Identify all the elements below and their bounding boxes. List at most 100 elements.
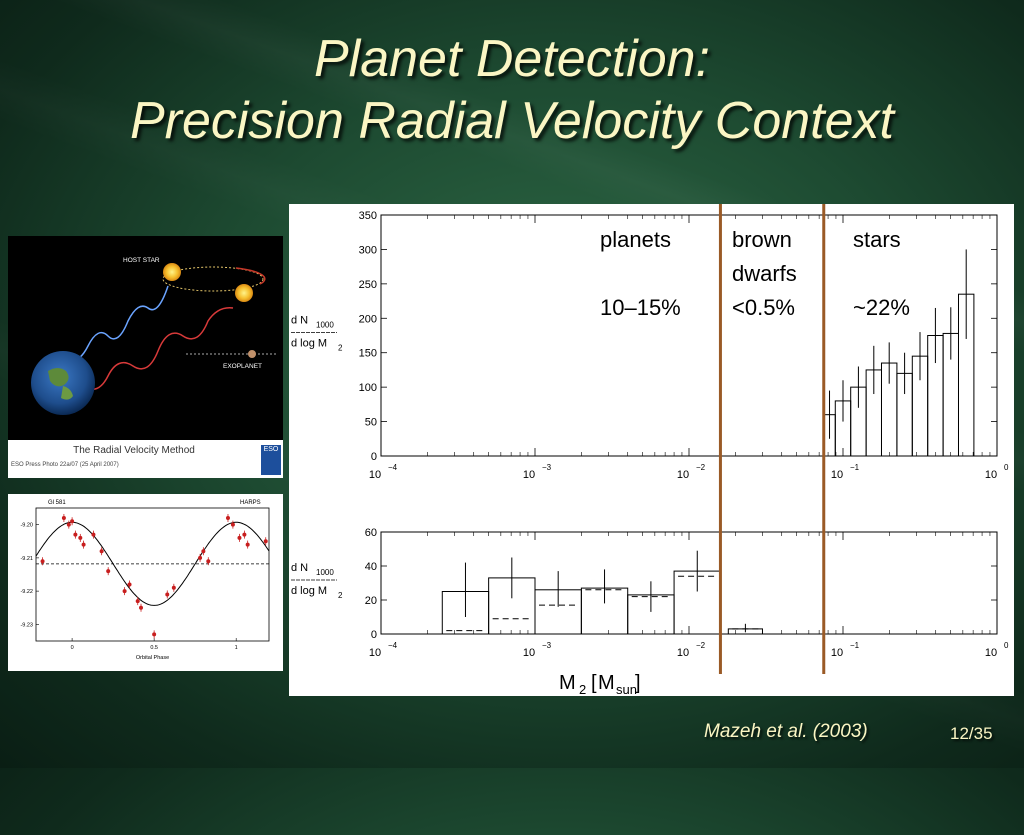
- radial-velocity-method-image: HOST STAR EXOPLANET The Radial Velocity …: [8, 236, 283, 478]
- rv-caption-title: The Radial Velocity Method: [73, 445, 195, 456]
- phase-title-left: Gl 581: [48, 500, 66, 506]
- star-orbit: [162, 266, 264, 292]
- bottom-x-tick-exponent: 0: [1004, 641, 1009, 650]
- citation: Mazeh et al. (2003): [704, 721, 868, 742]
- eso-logo: ESO: [261, 445, 281, 475]
- phase-y-tick-label: -9.23: [20, 622, 33, 628]
- phase-data-point: [201, 549, 206, 554]
- phase-data-point: [245, 542, 250, 547]
- slide-title-line-1: Planet Detection:: [313, 30, 711, 88]
- top-x-tick-label: 10: [523, 469, 535, 481]
- phase-data-point: [127, 582, 132, 587]
- bottom-x-tick-exponent: −2: [696, 641, 706, 650]
- orbital-phase-chart: Gl 581 HARPS -9.20 -9.21 -9.22 -9.23 0 0.5 1 Orbi…: [20, 500, 270, 661]
- phase-data-point: [237, 535, 242, 540]
- slide-title: Planet Detection: Precision Radial Veloc…: [0, 28, 1024, 152]
- region-label-stars: stars: [853, 227, 901, 252]
- x-axis-label-unit-sub: sun: [616, 682, 637, 696]
- top-x-tick-label: 10: [985, 469, 997, 481]
- phase-data-point: [70, 519, 75, 524]
- phase-y-tick-label: -9.22: [20, 589, 33, 595]
- orbit-arrow-icon: [235, 267, 266, 285]
- bottom-x-tick-exponent: −1: [850, 641, 860, 650]
- earth-land: [48, 368, 69, 387]
- top-y-tick-label: 300: [359, 244, 377, 256]
- top-x-tick-label: 10: [369, 469, 381, 481]
- phase-data-point: [122, 589, 127, 594]
- exoplanet-icon: [248, 350, 256, 358]
- top-x-tick-exponent: −4: [388, 463, 398, 472]
- top-y-tick-label: 200: [359, 313, 377, 325]
- phase-x-tick-label: 0.5: [150, 645, 158, 651]
- phase-data-point: [242, 532, 247, 537]
- bottom-x-tick-label: 10: [523, 647, 535, 659]
- region-label-planets: planets: [600, 227, 671, 252]
- bottom-ylabel-num: d N: [291, 562, 308, 574]
- bottom-plot-frame: [380, 531, 998, 635]
- bottom-x-tick-label: 10: [831, 647, 843, 659]
- phase-data-point: [61, 515, 66, 520]
- bottom-ylabel-num-sub: 1000: [316, 568, 334, 577]
- mass-distribution-chart: 05010015020025030035010−410−310−210−1100…: [291, 204, 1009, 696]
- rv-caption-bar: The Radial Velocity Method ESO Press Pho…: [8, 440, 283, 478]
- phase-data-point: [139, 605, 144, 610]
- top-x-tick-label: 10: [831, 469, 843, 481]
- earth-land-2: [61, 386, 73, 400]
- phase-data-point: [165, 592, 170, 597]
- x-axis-label-sub: 2: [579, 682, 586, 696]
- phase-data-point: [78, 535, 83, 540]
- bottom-y-tick-label: 40: [365, 561, 377, 573]
- phase-data-point: [99, 549, 104, 554]
- page-number: 12/35: [950, 724, 993, 743]
- phase-data-point: [135, 599, 140, 604]
- bottom-x-tick-exponent: −4: [388, 641, 398, 650]
- rv-caption-credit: ESO Press Photo 22a/07 (25 April 2007): [11, 462, 119, 468]
- region-label-brown-dwarfs: brown: [732, 227, 792, 252]
- phase-y-tick-label: -9.20: [20, 523, 33, 529]
- phase-data-point: [73, 532, 78, 537]
- top-y-tick-label: 50: [365, 417, 377, 429]
- top-y-tick-label: 250: [359, 279, 377, 291]
- top-ylabel-den-sub: 2: [338, 344, 343, 353]
- bottom-x-tick-label: 10: [985, 647, 997, 659]
- top-x-tick-label: 10: [677, 469, 689, 481]
- region-label-brown-dwarfs-line2: dwarfs: [732, 261, 797, 286]
- bottom-x-tick-label: 10: [369, 647, 381, 659]
- phase-data-point: [81, 542, 86, 547]
- top-y-tick-label: 350: [359, 210, 377, 222]
- phase-data-point: [91, 532, 96, 537]
- top-x-tick-exponent: 0: [1004, 463, 1009, 472]
- top-x-tick-exponent: −1: [850, 463, 860, 472]
- top-x-tick-exponent: −2: [696, 463, 706, 472]
- host-star-icon-b: [235, 284, 253, 302]
- x-axis-label-bracket-close: ]: [635, 672, 641, 694]
- bottom-x-tick-label: 10: [677, 647, 689, 659]
- bottom-ylabel-den-sub: 2: [338, 591, 343, 600]
- bottom-y-tick-label: 60: [365, 527, 377, 539]
- phase-data-point: [198, 555, 203, 560]
- phase-data-point: [152, 632, 157, 637]
- top-x-tick-exponent: −3: [542, 463, 552, 472]
- phase-data-point: [230, 522, 235, 527]
- top-plot-frame: [380, 214, 998, 457]
- phase-data-point: [263, 539, 268, 544]
- label-host-star: HOST STAR: [123, 257, 160, 264]
- top-y-tick-label: 150: [359, 348, 377, 360]
- top-ylabel-num-sub: 1000: [316, 321, 334, 330]
- phase-x-axis-label: Orbital Phase: [136, 655, 169, 661]
- region-fraction-planets: 10–15%: [600, 295, 681, 320]
- bottom-y-tick-label: 0: [371, 629, 377, 641]
- x-axis-label-unit: M: [598, 672, 615, 694]
- phase-data-point: [225, 515, 230, 520]
- rv-illustration: HOST STAR EXOPLANET: [31, 257, 276, 415]
- phase-y-tick-label: -9.21: [20, 556, 33, 562]
- phase-data-point: [66, 522, 71, 527]
- top-y-tick-label: 100: [359, 382, 377, 394]
- phase-data-point: [206, 559, 211, 564]
- bottom-y-tick-label: 20: [365, 595, 377, 607]
- phase-fit-curve: [35, 521, 270, 606]
- top-y-tick-label: 0: [371, 451, 377, 463]
- slide-title-line-2: Precision Radial Velocity Context: [130, 92, 894, 150]
- mass-distribution-chart-panel: 0 50 100 150 200 250 300 350 10 −4 10 −3 10 −2 10 −1 10 0…: [289, 204, 1014, 696]
- phase-data-point: [106, 569, 111, 574]
